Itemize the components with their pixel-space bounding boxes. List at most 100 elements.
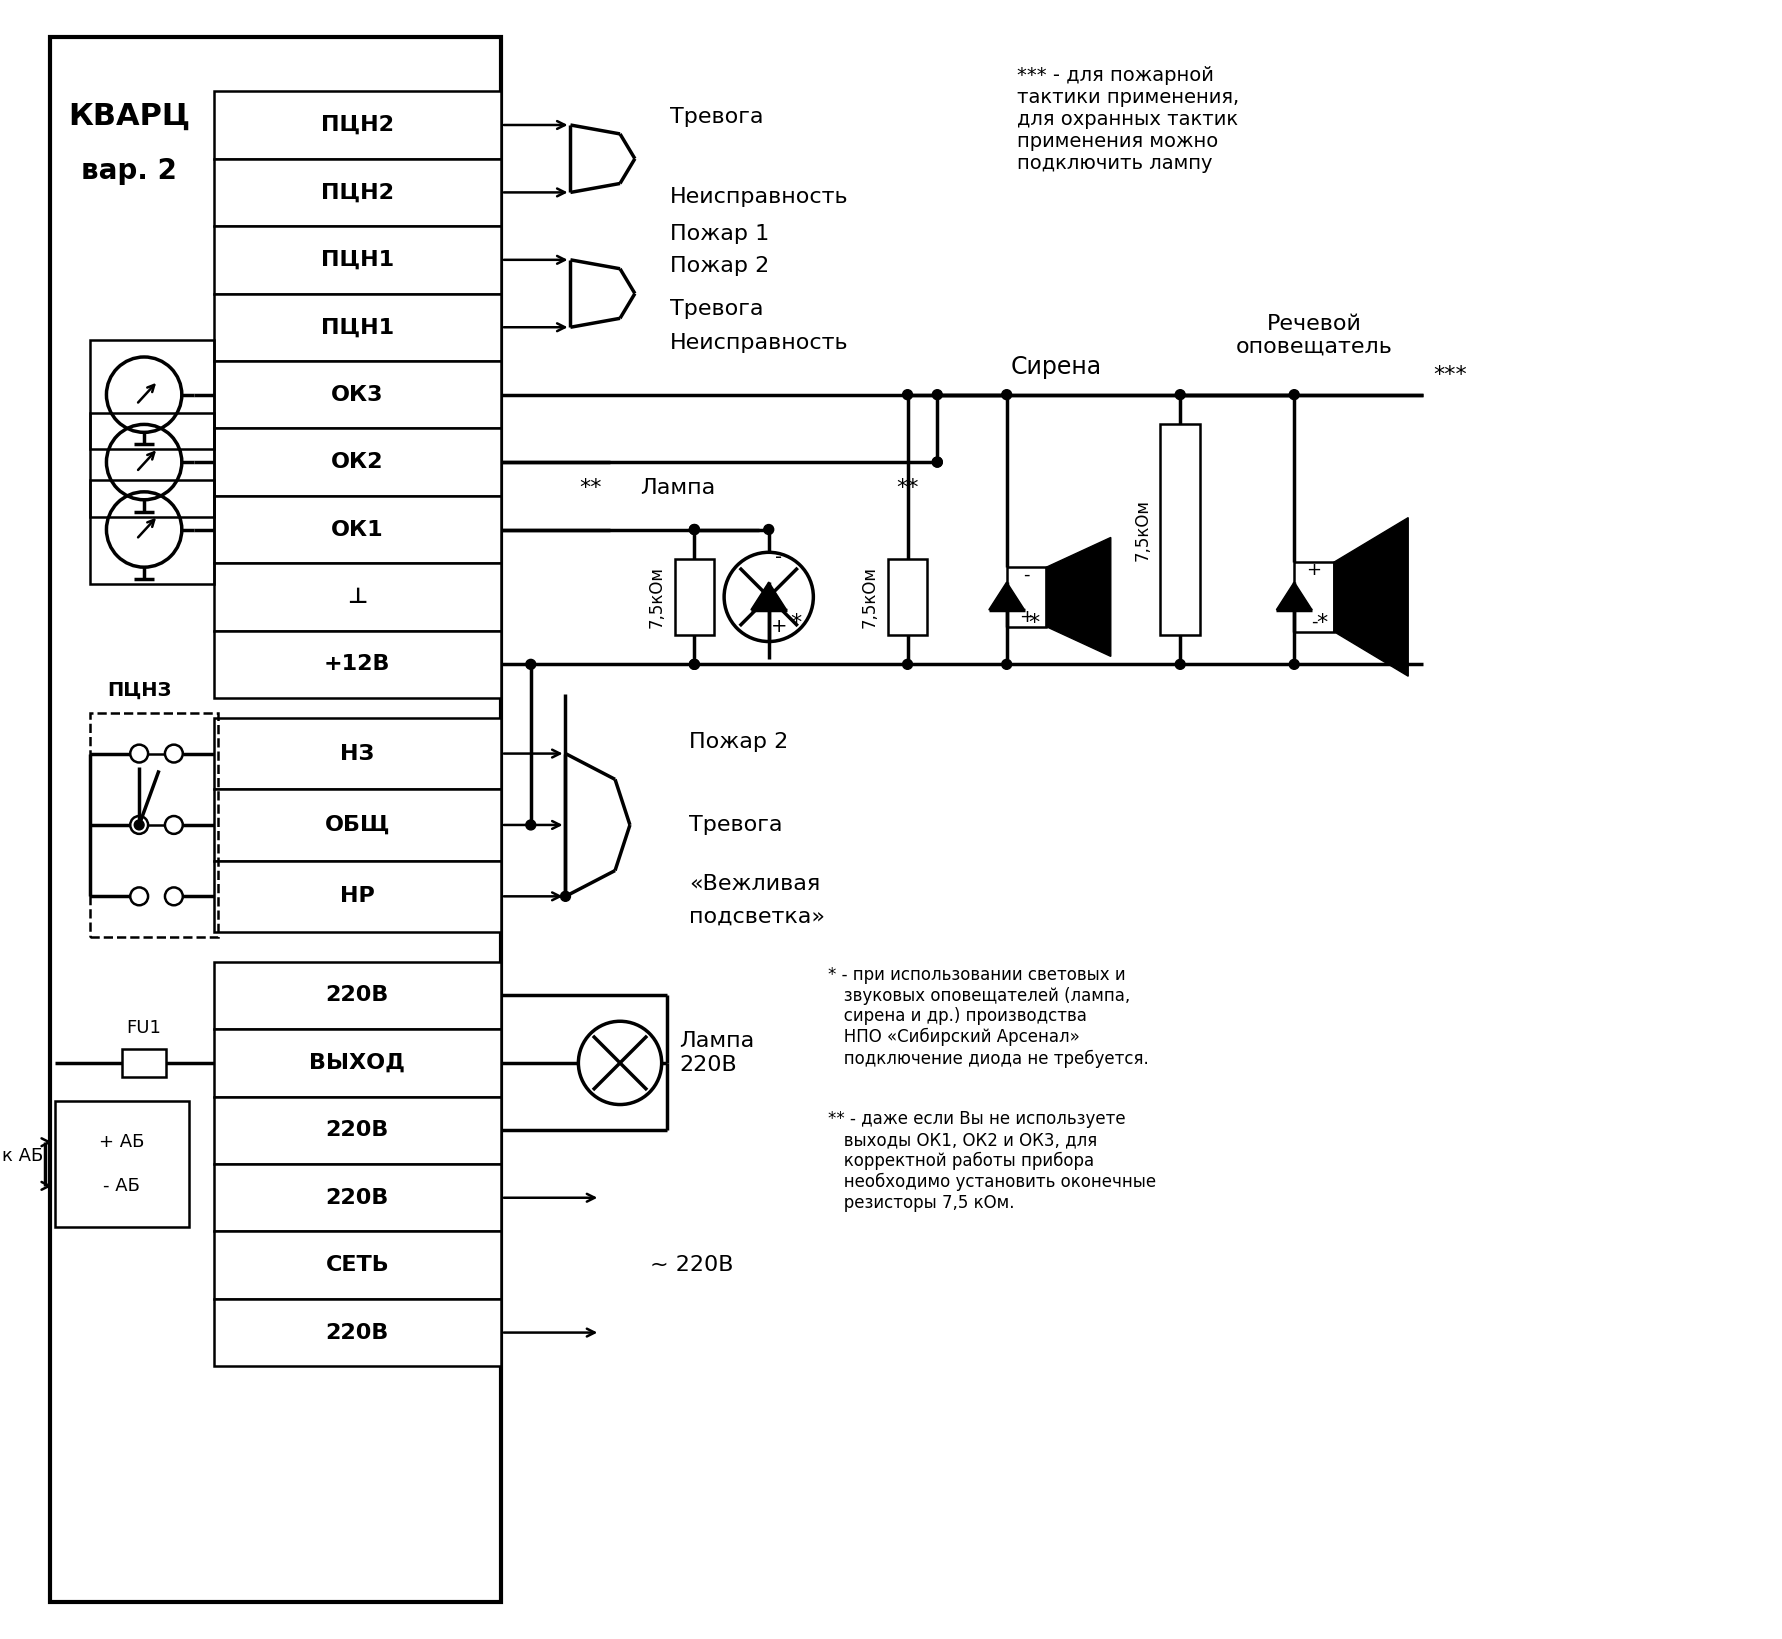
Text: СЕТЬ: СЕТЬ <box>326 1255 388 1275</box>
Text: ОК3: ОК3 <box>331 385 383 405</box>
Text: «Вежливая: «Вежливая <box>690 875 822 895</box>
Text: 220В: 220В <box>326 1121 388 1141</box>
Text: Тревога: Тревога <box>690 815 782 834</box>
Text: к АБ: к АБ <box>2 1147 43 1165</box>
Bar <box>214 962 501 1029</box>
Polygon shape <box>750 582 786 610</box>
Text: +: + <box>770 618 788 636</box>
Text: 220В: 220В <box>326 985 388 1005</box>
Text: +12В: +12В <box>324 654 390 674</box>
Text: *** - для пожарной
тактики применения,
для охранных тактик
применения можно
подк: *** - для пожарной тактики применения, д… <box>1016 67 1238 174</box>
Text: *: * <box>791 613 802 633</box>
Text: +: + <box>1306 561 1322 579</box>
Bar <box>887 559 927 634</box>
Text: подсветка»: подсветка» <box>690 906 825 926</box>
Text: Тревога: Тревога <box>670 300 763 320</box>
Text: - АБ: - АБ <box>103 1177 141 1195</box>
Text: Неисправность: Неисправность <box>670 333 848 352</box>
Text: *: * <box>1028 613 1039 633</box>
Text: ОК1: ОК1 <box>331 520 383 539</box>
Polygon shape <box>1046 538 1110 656</box>
Bar <box>214 718 501 790</box>
Circle shape <box>1001 390 1012 400</box>
Circle shape <box>932 457 943 467</box>
Bar <box>214 92 501 159</box>
Text: Пожар 2: Пожар 2 <box>690 731 789 752</box>
Text: 7,5кОм: 7,5кОм <box>1133 498 1151 561</box>
Bar <box>50 36 501 1603</box>
Circle shape <box>690 524 699 534</box>
Bar <box>214 564 501 631</box>
Bar <box>89 480 214 583</box>
Text: Неисправность: Неисправность <box>670 187 848 208</box>
Text: Пожар 1: Пожар 1 <box>670 225 768 244</box>
Text: НЗ: НЗ <box>340 744 374 764</box>
Text: Лампа: Лампа <box>640 479 715 498</box>
Text: ВЫХОД: ВЫХОД <box>310 1052 405 1074</box>
Bar <box>89 713 219 938</box>
Circle shape <box>932 390 943 400</box>
Text: -: - <box>1312 613 1317 631</box>
Text: 7,5кОм: 7,5кОм <box>861 565 879 628</box>
Bar <box>214 159 501 226</box>
Circle shape <box>690 524 699 534</box>
Text: FU1: FU1 <box>127 1019 162 1037</box>
Bar <box>1007 567 1046 626</box>
Text: **: ** <box>579 479 602 498</box>
Bar <box>675 559 715 634</box>
Circle shape <box>1176 390 1185 400</box>
Text: НР: НР <box>340 887 374 906</box>
Bar <box>214 790 501 860</box>
Text: ПЦН2: ПЦН2 <box>321 182 394 202</box>
Circle shape <box>690 659 699 669</box>
Text: +: + <box>1019 608 1034 626</box>
Circle shape <box>526 820 536 829</box>
Text: + АБ: + АБ <box>100 1133 144 1151</box>
Bar <box>214 1298 501 1367</box>
Text: 7,5кОм: 7,5кОм <box>647 565 666 628</box>
Text: ПЦН1: ПЦН1 <box>321 249 394 270</box>
Bar <box>89 341 214 449</box>
Text: ** - даже если Вы не используете
   выходы ОК1, ОК2 и ОК3, для
   корректной раб: ** - даже если Вы не используете выходы … <box>829 1111 1157 1213</box>
Text: ПЦНЗ: ПЦНЗ <box>107 680 171 700</box>
Bar <box>214 495 501 564</box>
Text: 220В: 220В <box>326 1323 388 1342</box>
Text: КВАРЦ: КВАРЦ <box>68 102 191 131</box>
Bar <box>214 1029 501 1096</box>
Bar <box>55 1100 189 1228</box>
Bar <box>214 361 501 428</box>
Bar <box>214 428 501 495</box>
Bar <box>214 1164 501 1231</box>
Circle shape <box>526 659 536 669</box>
Circle shape <box>1288 390 1299 400</box>
Circle shape <box>1001 659 1012 669</box>
Text: Сирена: Сирена <box>1010 356 1101 379</box>
Circle shape <box>903 659 912 669</box>
Text: * - при использовании световых и
   звуковых оповещателей (лампа,
   сирена и др: * - при использовании световых и звуковы… <box>829 965 1149 1067</box>
Text: ОБЩ: ОБЩ <box>324 815 390 834</box>
Text: ПЦН1: ПЦН1 <box>321 318 394 338</box>
Circle shape <box>1288 659 1299 669</box>
Bar <box>214 631 501 698</box>
Text: вар. 2: вар. 2 <box>82 157 176 185</box>
Bar <box>123 1049 166 1077</box>
Bar <box>89 413 214 516</box>
Text: Лампа
220В: Лампа 220В <box>679 1031 756 1075</box>
Text: Тревога: Тревога <box>670 107 763 128</box>
Bar <box>214 226 501 293</box>
Bar <box>214 860 501 933</box>
Text: ОК2: ОК2 <box>331 452 383 472</box>
Circle shape <box>932 457 943 467</box>
Text: ПЦН2: ПЦН2 <box>321 115 394 134</box>
Circle shape <box>903 390 912 400</box>
Polygon shape <box>1276 582 1312 610</box>
Circle shape <box>690 659 699 669</box>
Text: -: - <box>1023 565 1030 583</box>
Text: *: * <box>1317 613 1328 633</box>
Text: 220В: 220В <box>326 1188 388 1208</box>
Text: ***: *** <box>1433 365 1467 385</box>
Circle shape <box>1176 659 1185 669</box>
Circle shape <box>764 524 773 534</box>
Bar <box>214 1231 501 1298</box>
Bar <box>214 1096 501 1164</box>
